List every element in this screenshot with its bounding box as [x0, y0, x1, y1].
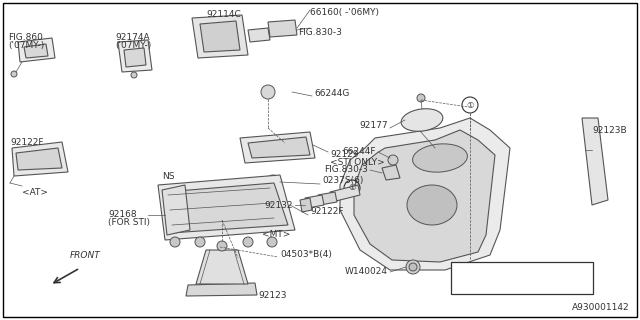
Circle shape: [406, 260, 420, 274]
Circle shape: [417, 94, 425, 102]
Polygon shape: [340, 118, 510, 270]
Polygon shape: [192, 15, 248, 58]
Text: W140024: W140024: [345, 268, 388, 276]
Text: ①: ①: [458, 274, 466, 283]
Circle shape: [217, 241, 227, 251]
Text: 92123: 92123: [258, 291, 287, 300]
Ellipse shape: [407, 185, 457, 225]
Polygon shape: [124, 48, 146, 67]
Text: FIG.860: FIG.860: [8, 33, 43, 42]
Polygon shape: [240, 132, 315, 163]
Circle shape: [195, 237, 205, 247]
Text: 92174A: 92174A: [115, 33, 150, 42]
Polygon shape: [354, 130, 495, 262]
Polygon shape: [200, 21, 240, 52]
Text: FRONT: FRONT: [70, 251, 100, 260]
Text: 66160( -'06MY): 66160( -'06MY): [310, 8, 379, 17]
Polygon shape: [12, 142, 68, 176]
Polygon shape: [382, 165, 400, 180]
Text: 92122F: 92122F: [10, 138, 44, 147]
Text: 0450S*C(4): 0450S*C(4): [474, 274, 526, 283]
Polygon shape: [268, 20, 297, 37]
Polygon shape: [165, 183, 288, 233]
Circle shape: [409, 263, 417, 271]
Polygon shape: [118, 40, 152, 72]
Polygon shape: [248, 28, 270, 42]
Circle shape: [170, 237, 180, 247]
Polygon shape: [300, 198, 312, 212]
Circle shape: [388, 155, 398, 165]
Circle shape: [11, 71, 17, 77]
Text: 04503*B(4): 04503*B(4): [280, 250, 332, 259]
Polygon shape: [196, 250, 248, 284]
Text: ①: ①: [467, 100, 474, 109]
Polygon shape: [16, 148, 62, 170]
Text: 92177: 92177: [360, 122, 388, 131]
Polygon shape: [18, 38, 55, 62]
FancyBboxPatch shape: [451, 262, 593, 294]
Text: 92168: 92168: [108, 210, 136, 219]
Text: A930001142: A930001142: [572, 303, 630, 312]
Circle shape: [243, 237, 253, 247]
Text: <STI ONLY>: <STI ONLY>: [330, 158, 385, 167]
Circle shape: [131, 72, 137, 78]
Text: ('07MY-): ('07MY-): [115, 41, 151, 50]
Text: ①: ①: [348, 183, 356, 193]
Polygon shape: [186, 283, 257, 296]
Text: ('07MY-): ('07MY-): [8, 41, 44, 50]
Circle shape: [269, 178, 277, 186]
Text: (FOR STI): (FOR STI): [108, 218, 150, 227]
Ellipse shape: [413, 144, 467, 172]
Text: 66244G: 66244G: [314, 89, 349, 98]
Circle shape: [266, 175, 280, 189]
Polygon shape: [248, 137, 310, 158]
Text: 92132: 92132: [264, 201, 293, 210]
Circle shape: [261, 85, 275, 99]
Polygon shape: [318, 192, 337, 205]
Text: FIG.830-3: FIG.830-3: [298, 28, 342, 37]
Polygon shape: [158, 175, 295, 240]
Text: 92129: 92129: [330, 150, 358, 159]
Text: 92122F: 92122F: [310, 207, 344, 217]
Text: <MT>: <MT>: [262, 230, 291, 239]
Polygon shape: [305, 195, 324, 208]
Polygon shape: [330, 185, 360, 202]
Text: 0237S(6): 0237S(6): [322, 177, 364, 186]
Text: FIG.830-3: FIG.830-3: [324, 165, 368, 174]
Text: NS: NS: [162, 172, 175, 181]
Circle shape: [267, 237, 277, 247]
Text: <AT>: <AT>: [22, 188, 48, 197]
Ellipse shape: [401, 109, 443, 131]
Text: 92123B: 92123B: [592, 126, 627, 135]
Polygon shape: [582, 118, 608, 205]
Text: 66244F: 66244F: [342, 148, 376, 156]
Polygon shape: [24, 44, 48, 58]
Text: 92114C: 92114C: [206, 10, 241, 19]
Polygon shape: [162, 185, 190, 235]
